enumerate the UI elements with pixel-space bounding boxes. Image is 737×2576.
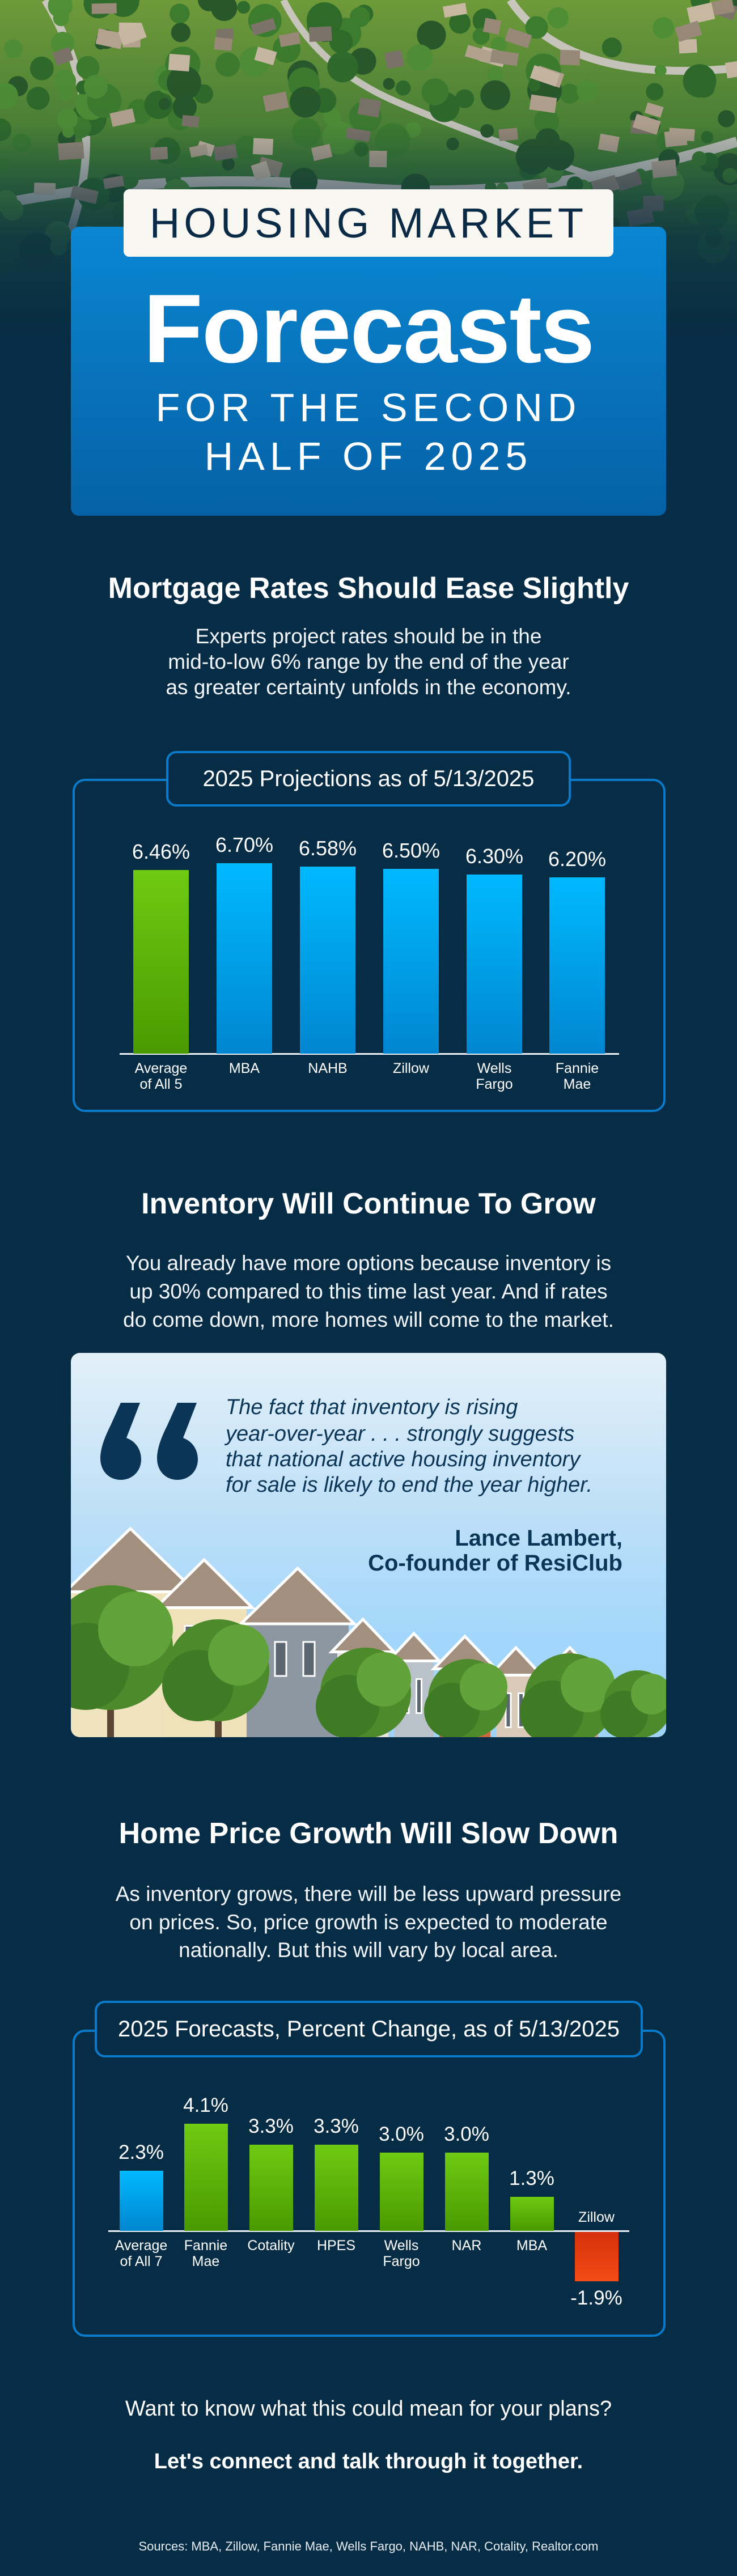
category-label: Wells Fargo (383, 2238, 420, 2269)
category-label: Average of All 7 (115, 2238, 168, 2269)
value-label: 6.30% (465, 844, 524, 868)
value-label: 2.3% (118, 2141, 164, 2164)
price-paragraph-line-2: on prices. So, price growth is expected … (129, 1911, 608, 1934)
value-label: 3.3% (248, 2115, 294, 2138)
category-label: HPES (316, 2238, 356, 2254)
value-label: 6.20% (548, 847, 607, 871)
mortgage-heading: Mortgage Rates Should Ease Slightly (108, 572, 629, 605)
value-label: 6.58% (298, 837, 357, 860)
quote-author: Lance Lambert, (455, 1526, 622, 1551)
category-label: Fannie Mae (184, 2238, 228, 2269)
mortgage-chart-title: 2025 Projections as of 5/13/2025 (166, 751, 571, 807)
mortgage-paragraph-line-3: as greater certainty unfolds in the econ… (166, 676, 571, 699)
value-label: 4.1% (183, 2094, 228, 2117)
footer-sources: Sources: MBA, Zillow, Fannie Mae, Wells … (138, 2539, 599, 2553)
x-axis-line (108, 2230, 629, 2232)
bar (314, 2145, 358, 2231)
category-label: Cotality (247, 2238, 295, 2254)
bar (383, 869, 439, 1054)
inventory-paragraph-line-1: You already have more options because in… (125, 1251, 612, 1275)
price-heading: Home Price Growth Will Slow Down (118, 1817, 619, 1850)
bar (217, 863, 272, 1054)
hero-title-card (71, 227, 666, 516)
quote-line-2: year-over-year . . . strongly suggests (226, 1422, 575, 1446)
inventory-heading: Inventory Will Continue To Grow (141, 1187, 596, 1220)
bar (574, 2232, 619, 2282)
hero-subtitle-line-2: HALF OF 2025 (204, 434, 533, 478)
value-label: 3.0% (444, 2123, 489, 2145)
bar (444, 2153, 489, 2231)
value-label: -1.9% (570, 2287, 622, 2310)
x-axis-line (120, 1053, 619, 1055)
inventory-paragraph-line-3: do come down, more homes will come to th… (123, 1308, 614, 1331)
quote-line-1: The fact that inventory is rising (226, 1395, 518, 1419)
category-label: Fannie Mae (555, 1060, 599, 1092)
footer-question: Want to know what this could mean for yo… (125, 2397, 612, 2421)
category-label: NAR (451, 2238, 482, 2254)
value-label: 6.50% (382, 839, 440, 863)
inventory-paragraph-line-2: up 30% compared to this time last year. … (129, 1280, 608, 1303)
bar (467, 875, 522, 1054)
price-paragraph-line-1: As inventory grows, there will be less u… (115, 1882, 622, 1906)
houses-street-photo (71, 1526, 666, 1737)
bar (549, 877, 605, 1054)
quotation-mark-icon (100, 1403, 198, 1480)
bar (249, 2145, 293, 2231)
bar (510, 2197, 554, 2231)
quote-line-4: for sale is likely to end the year highe… (226, 1473, 593, 1497)
value-label: 3.0% (379, 2123, 424, 2145)
bar (379, 2153, 423, 2231)
category-label: Average of All 5 (134, 1060, 188, 1092)
quote-author-role: Co-founder of ResiClub (368, 1551, 622, 1576)
hero-title: Forecasts (143, 274, 595, 383)
bar (119, 2171, 163, 2231)
bar (184, 2124, 228, 2231)
bar (133, 870, 189, 1054)
quote-card: The fact that inventory is rising year-o… (71, 1353, 666, 1737)
value-label: 3.3% (314, 2115, 359, 2138)
category-label: NAHB (308, 1060, 348, 1076)
category-label: MBA (516, 2238, 548, 2254)
value-label: 1.3% (509, 2167, 554, 2190)
category-label: Zillow (393, 1060, 429, 1076)
bar (300, 867, 355, 1054)
price-paragraph-line-3: nationally. But this will vary by local … (179, 1938, 558, 1962)
category-label: Zillow (578, 2209, 615, 2225)
category-label: MBA (228, 1060, 260, 1076)
price-chart-title: 2025 Forecasts, Percent Change, as of 5/… (95, 2001, 643, 2057)
quote-line-3: that national active housing inventory (226, 1448, 581, 1471)
footer-cta: Let's connect and talk through it togeth… (154, 2450, 583, 2473)
value-label: 6.70% (215, 833, 274, 857)
mortgage-paragraph-line-1: Experts project rates should be in the (195, 625, 542, 648)
category-label: Wells Fargo (476, 1060, 513, 1092)
hero-label: HOUSING MARKET (124, 189, 613, 257)
value-label: 6.46% (132, 840, 190, 864)
hero-subtitle-line-1: FOR THE SECOND (155, 385, 582, 430)
mortgage-paragraph-line-2: mid-to-low 6% range by the end of the ye… (168, 650, 569, 673)
